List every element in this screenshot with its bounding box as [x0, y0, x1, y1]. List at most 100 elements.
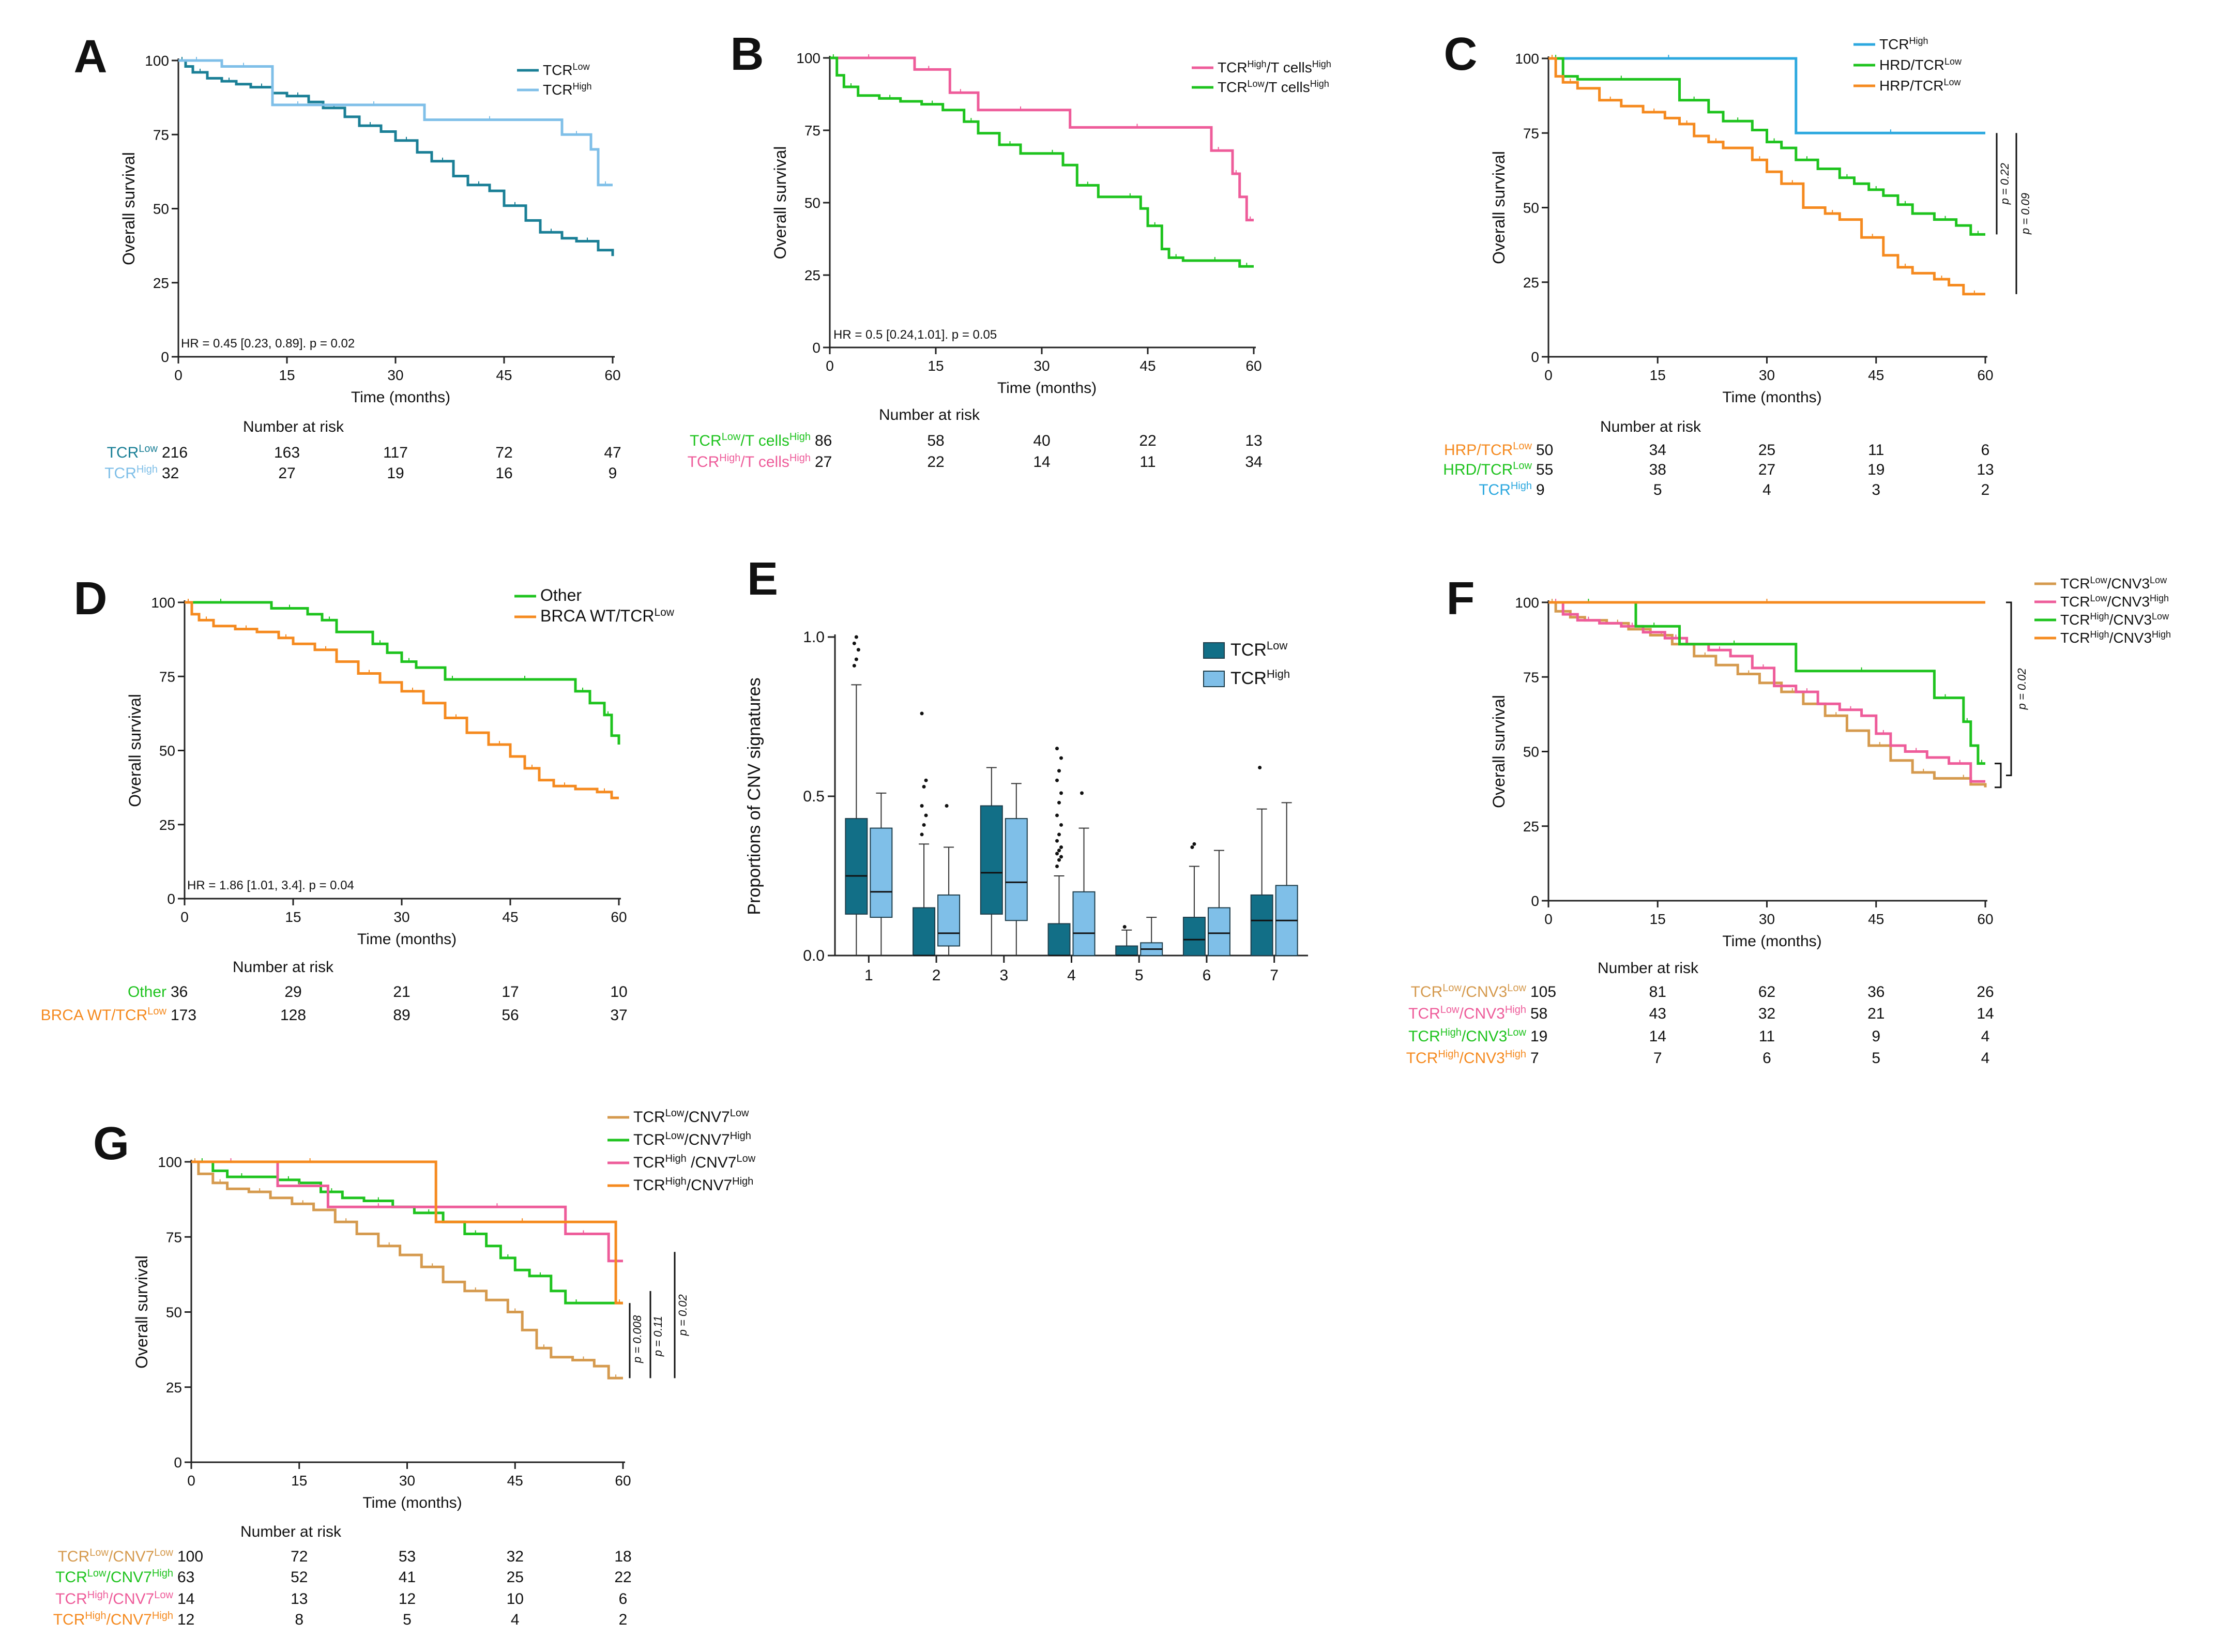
y-tick-label: 50	[1523, 744, 1539, 760]
x-axis-label: Time (months)	[1722, 933, 1821, 950]
p-value: p = 0.22	[1998, 163, 2011, 205]
risk-table-title: Number at risk	[879, 406, 980, 423]
y-tick-label: 25	[153, 275, 169, 291]
legend-label: TCRLow	[543, 62, 590, 78]
x-tick-label: 0	[174, 367, 183, 383]
risk-value: 11	[1868, 442, 1884, 459]
x-tick-label: 30	[387, 367, 403, 383]
x-tick-label: 15	[279, 367, 295, 383]
risk-row-label: TCRHigh/CNV3Low	[1408, 1027, 1526, 1045]
risk-value: 19	[1867, 461, 1884, 478]
risk-value: 34	[1649, 442, 1666, 459]
legend-label: TCRHigh/CNV3High	[2060, 629, 2171, 646]
box-outlier	[1057, 848, 1061, 853]
risk-value: 43	[1649, 1005, 1666, 1022]
risk-value: 12	[399, 1590, 416, 1608]
y-tick-label: 0.0	[803, 947, 825, 964]
survival-curve	[178, 59, 613, 187]
panel-letter-c: C	[1444, 28, 1478, 80]
risk-value: 58	[1530, 1005, 1547, 1022]
box-outlier	[1055, 813, 1059, 817]
x-tick-label: 6	[1203, 967, 1211, 984]
y-axis-label: Overall survival	[132, 1255, 151, 1369]
risk-row-label: TCRHigh	[1479, 480, 1532, 498]
risk-value: 22	[1139, 432, 1156, 449]
box	[1072, 891, 1096, 957]
risk-value: 14	[1977, 1005, 1994, 1022]
legend-label: TCRHigh	[1879, 36, 1928, 52]
risk-value: 27	[1758, 461, 1775, 478]
box	[913, 907, 936, 956]
survival-curve	[1548, 601, 1987, 787]
risk-value: 89	[393, 1007, 410, 1024]
risk-row-label: TCRHigh/CNV3High	[1406, 1049, 1526, 1067]
x-tick-label: 45	[502, 909, 518, 925]
box-outlier	[852, 663, 856, 668]
risk-value: 12	[177, 1611, 194, 1628]
x-tick-label: 60	[611, 909, 627, 925]
x-tick-label: 60	[1245, 358, 1262, 374]
y-tick-label: 0	[1531, 349, 1539, 365]
legend-label: TCRHigh	[543, 81, 592, 98]
hr-annotation: HR = 1.86 [1.01, 3.4]. p = 0.04	[187, 878, 354, 892]
x-tick-label: 15	[291, 1473, 307, 1489]
risk-value: 37	[610, 1007, 627, 1024]
risk-value: 16	[495, 465, 512, 482]
legend-label: TCRLow/CNV3Low	[2060, 575, 2167, 592]
panel-b: B 0 25 50 75 100 0 15 30 45 60 Time (months) Overall…	[688, 28, 1331, 471]
y-tick-label: 100	[1515, 51, 1539, 67]
risk-value: 62	[1758, 983, 1775, 1001]
box-outlier	[922, 823, 926, 827]
box-outlier	[1057, 832, 1061, 837]
risk-value: 26	[1977, 983, 1994, 1001]
x-axis-label: Time (months)	[357, 931, 457, 948]
legend-label: BRCA WT/TCRLow	[540, 607, 675, 626]
risk-value: 10	[507, 1590, 524, 1608]
box-outlier	[1055, 839, 1059, 843]
box-outlier	[1059, 791, 1063, 795]
risk-row-label: TCRHigh/T cellsHigh	[688, 452, 811, 471]
risk-value: 9	[1536, 481, 1545, 498]
x-axis-label: Time (months)	[362, 1494, 462, 1511]
y-tick-label: 0.5	[803, 788, 825, 805]
box-outlier	[1258, 766, 1262, 770]
y-tick-label: 50	[159, 743, 175, 759]
box-outlier	[1055, 778, 1059, 782]
survival-curve	[1548, 57, 1985, 296]
y-tick-label: 0	[161, 349, 169, 365]
y-tick-label: 50	[166, 1305, 182, 1321]
box-outlier	[1192, 842, 1196, 846]
x-tick-label: 15	[1650, 367, 1666, 383]
box	[1005, 818, 1028, 921]
box	[1182, 917, 1206, 956]
survival-curve	[191, 1160, 623, 1380]
box-outlier	[1055, 865, 1059, 869]
x-tick-label: 5	[1135, 967, 1144, 984]
risk-value: 163	[274, 444, 300, 461]
box	[845, 818, 868, 915]
p-value: p = 0.11	[651, 1316, 664, 1357]
risk-row-label: Other	[128, 983, 166, 1001]
y-tick-label: 75	[804, 123, 820, 139]
legend-label: HRP/TCRLow	[1879, 77, 1961, 94]
risk-row-label: TCRLow/T cellsHigh	[690, 431, 811, 449]
panel-letter-b: B	[731, 28, 764, 80]
risk-value: 29	[284, 983, 301, 1001]
risk-row-label: TCRLow/CNV7Low	[58, 1547, 174, 1565]
risk-value: 27	[278, 465, 295, 482]
risk-value: 9	[609, 465, 617, 482]
y-tick-label: 100	[151, 595, 175, 611]
box	[980, 805, 1003, 915]
risk-value: 216	[162, 444, 188, 461]
p-bracket	[1995, 763, 2002, 789]
x-tick-label: 7	[1270, 967, 1279, 984]
risk-value: 58	[927, 432, 944, 449]
risk-value: 6	[1762, 1050, 1771, 1067]
risk-value: 55	[1536, 461, 1553, 478]
survival-curve	[191, 1160, 623, 1305]
risk-table-title: Number at risk	[233, 959, 334, 976]
legend-label: TCRLow/CNV7High	[633, 1130, 751, 1148]
